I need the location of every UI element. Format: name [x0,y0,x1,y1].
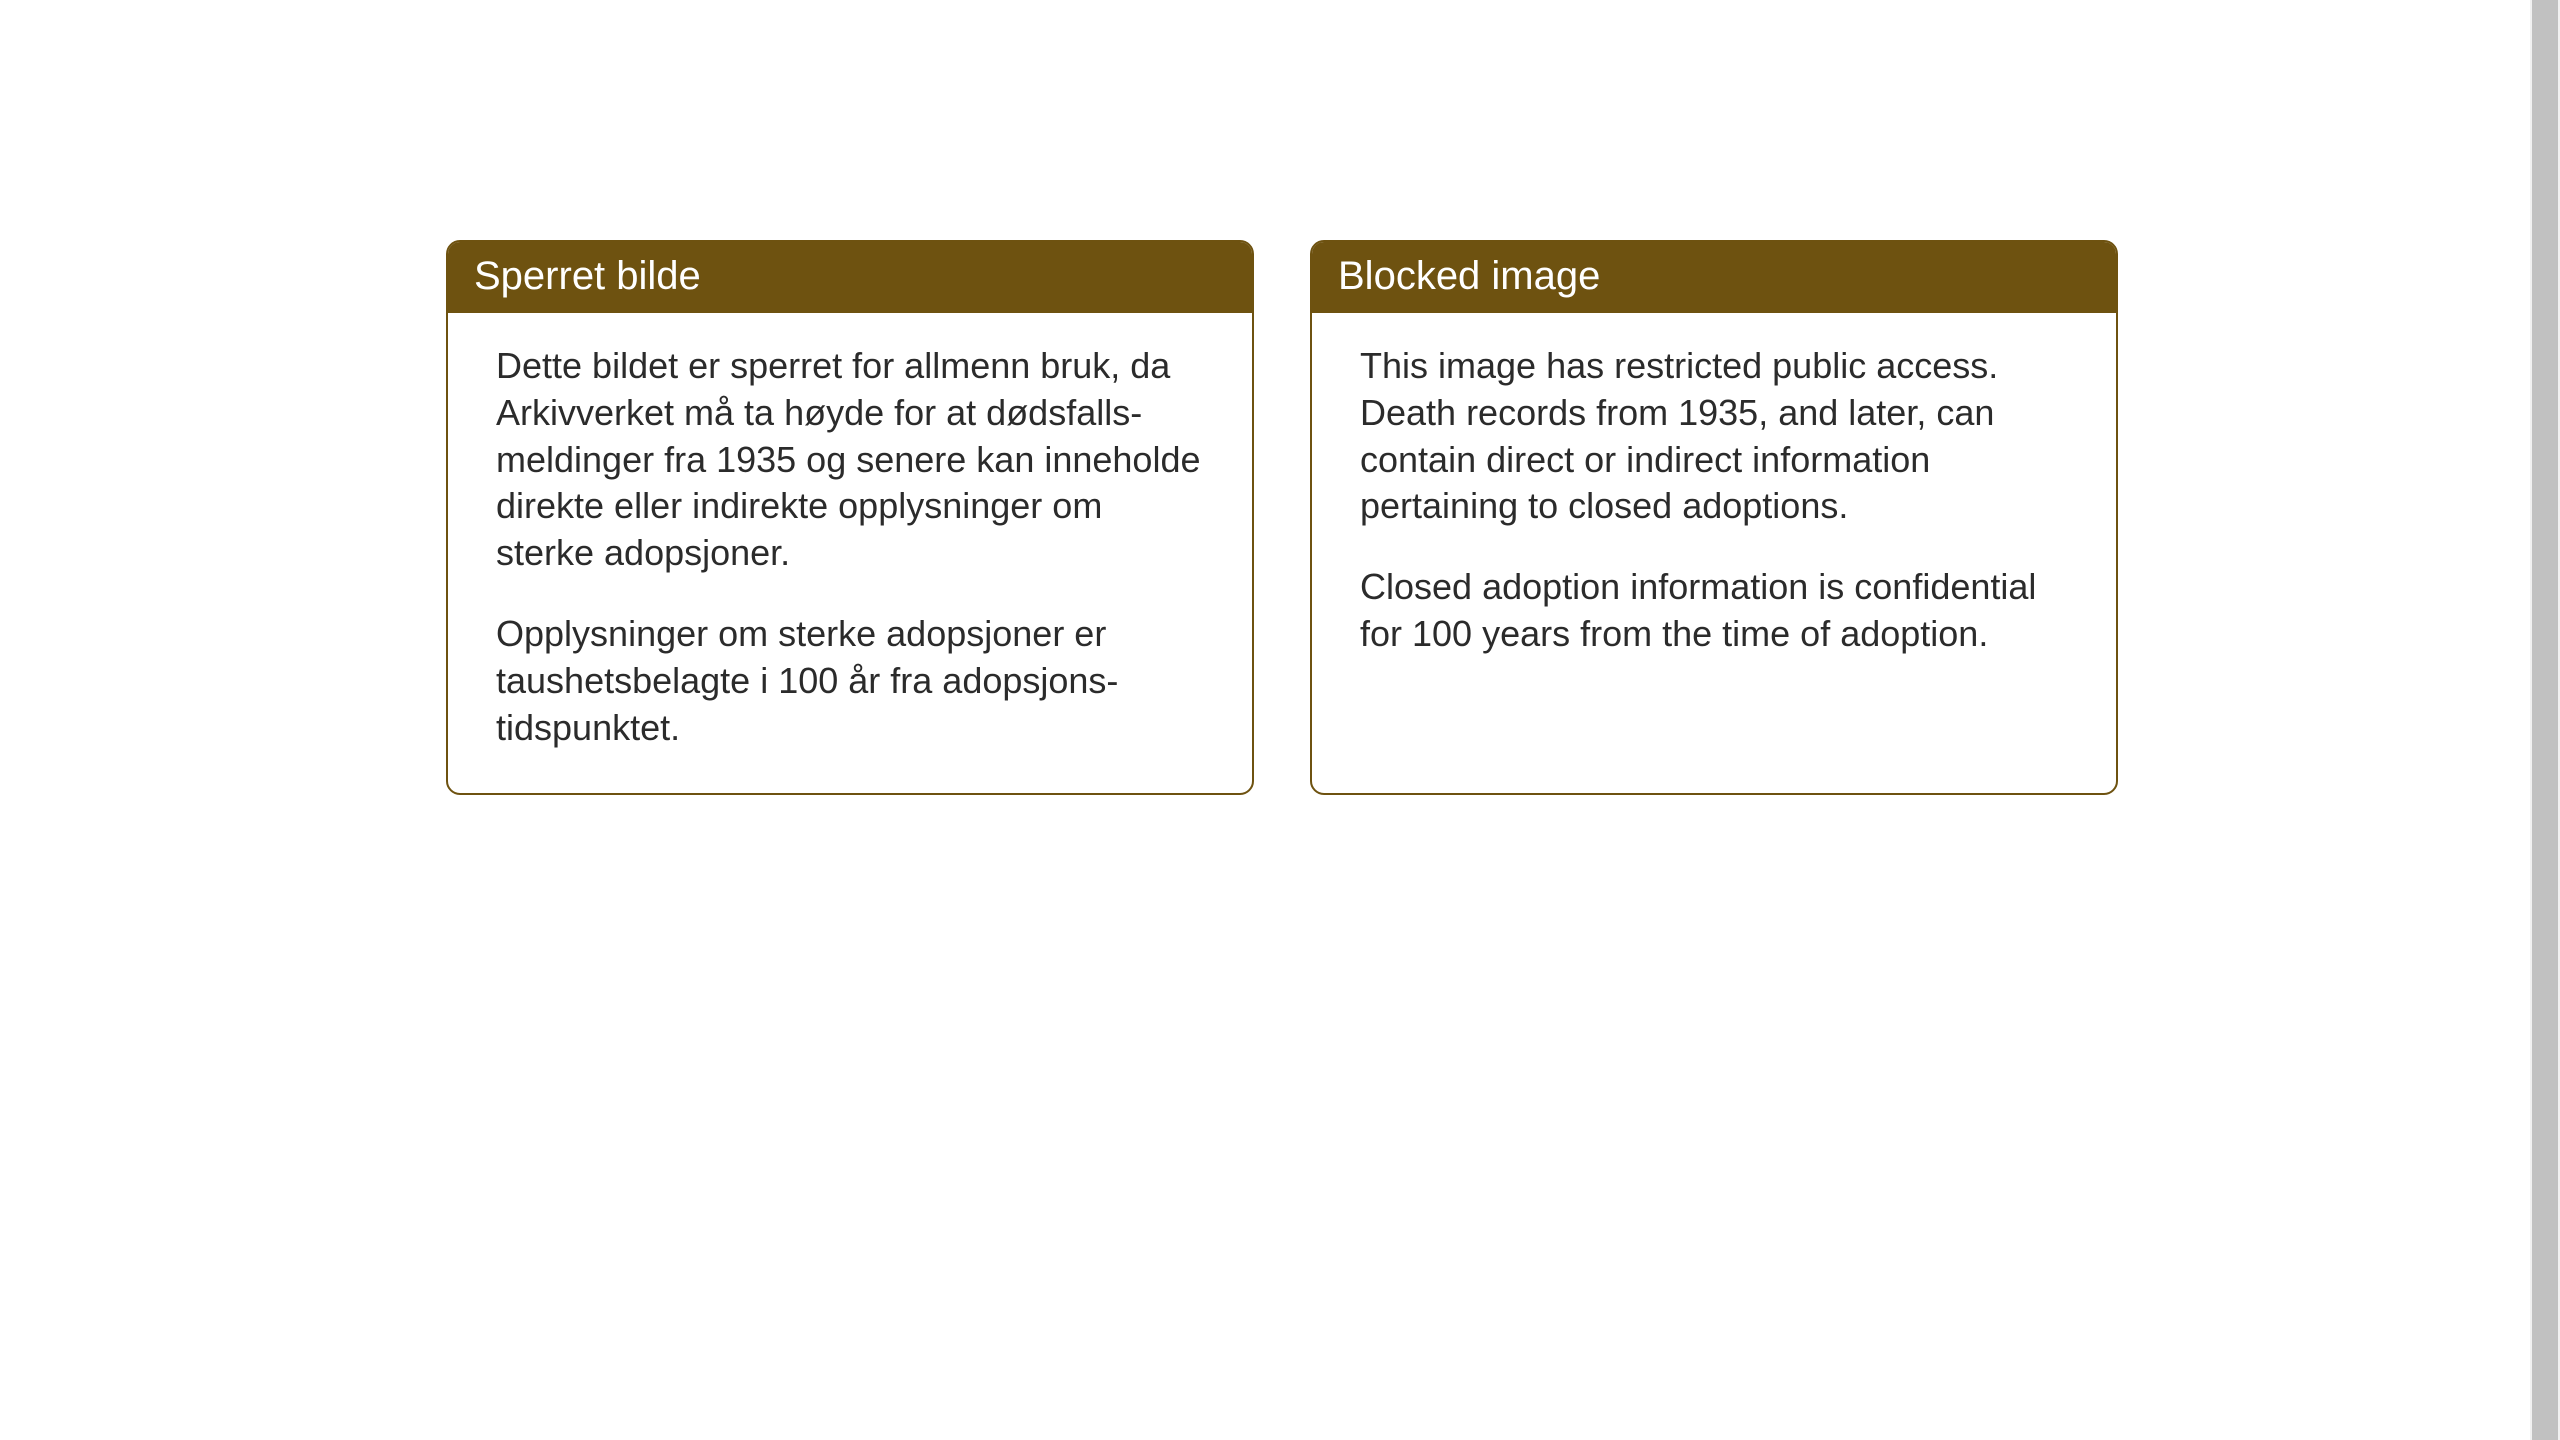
scrollbar-thumb[interactable] [2532,0,2558,1440]
paragraph-text: This image has restricted public access.… [1360,343,2068,530]
vertical-scrollbar[interactable] [2530,0,2560,1440]
card-body-norwegian: Dette bildet er sperret for allmenn bruk… [448,313,1252,793]
paragraph-text: Dette bildet er sperret for allmenn bruk… [496,343,1204,577]
notice-card-norwegian: Sperret bilde Dette bildet er sperret fo… [446,240,1254,795]
notice-cards-container: Sperret bilde Dette bildet er sperret fo… [446,240,2118,795]
card-header-english: Blocked image [1312,242,2116,313]
card-header-norwegian: Sperret bilde [448,242,1252,313]
card-body-english: This image has restricted public access.… [1312,313,2116,700]
paragraph-text: Opplysninger om sterke adopsjoner er tau… [496,611,1204,751]
notice-card-english: Blocked image This image has restricted … [1310,240,2118,795]
paragraph-text: Closed adoption information is confident… [1360,564,2068,658]
